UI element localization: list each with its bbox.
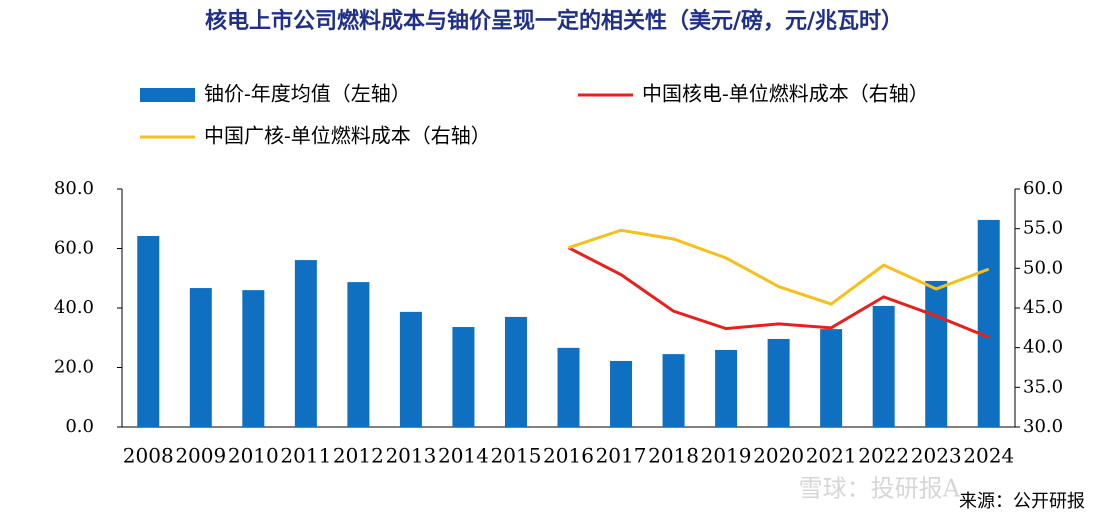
x-tick-label: 2014 xyxy=(438,444,489,468)
x-tick-label: 2023 xyxy=(911,444,962,468)
bar xyxy=(189,288,212,427)
bar xyxy=(504,316,527,427)
x-tick-label: 2017 xyxy=(596,444,647,468)
watermark: 雪球：投研报A xyxy=(799,475,961,503)
bar xyxy=(137,236,160,427)
bar xyxy=(872,305,895,427)
source: 来源：公开研报 xyxy=(959,491,1085,512)
bar xyxy=(399,311,422,427)
line xyxy=(567,246,990,339)
bar xyxy=(452,327,475,427)
x-tick-label: 2010 xyxy=(228,444,279,468)
y-tick-label: 0.0 xyxy=(65,416,94,437)
legend-label: 中国广核-单位燃料成本（右轴） xyxy=(204,124,491,148)
x-tick-label: 2016 xyxy=(543,444,594,468)
bar xyxy=(925,280,948,427)
y-tick-label: 40.0 xyxy=(54,297,94,318)
y2-tick-label: 40.0 xyxy=(1023,337,1063,358)
legend-swatch xyxy=(140,88,195,102)
y2-tick-label: 35.0 xyxy=(1023,376,1063,397)
x-tick-label: 2021 xyxy=(806,444,857,468)
bar xyxy=(347,282,370,427)
x-tick-label: 2018 xyxy=(648,444,699,468)
y2-tick-label: 30.0 xyxy=(1023,416,1063,437)
x-tick-label: 2022 xyxy=(858,444,909,468)
chart-title: 核电上市公司燃料成本与铀价呈现一定的相关性（美元/磅，元/兆瓦时） xyxy=(205,8,903,34)
bar xyxy=(662,354,685,427)
x-tick-label: 2008 xyxy=(123,444,174,468)
bar xyxy=(242,290,265,427)
x-tick-label: 2019 xyxy=(701,444,752,468)
bar xyxy=(294,260,317,427)
bar xyxy=(977,219,1000,427)
bar xyxy=(610,360,633,427)
legend-label: 铀价-年度均值（左轴） xyxy=(204,82,411,106)
y-tick-label: 80.0 xyxy=(54,178,94,199)
y2-tick-label: 60.0 xyxy=(1023,178,1063,199)
x-tick-label: 2020 xyxy=(753,444,804,468)
bar xyxy=(820,329,843,427)
y2-tick-label: 50.0 xyxy=(1023,257,1063,278)
x-tick-label: 2011 xyxy=(280,444,331,468)
line xyxy=(568,228,990,306)
x-tick-label: 2012 xyxy=(333,444,384,468)
y2-tick-label: 55.0 xyxy=(1023,218,1063,239)
x-tick-label: 2015 xyxy=(491,444,542,468)
x-tick-label: 2013 xyxy=(385,444,436,468)
y2-tick-label: 45.0 xyxy=(1023,297,1063,318)
bar xyxy=(715,349,738,427)
x-tick-label: 2009 xyxy=(175,444,226,468)
bar xyxy=(557,347,580,427)
y-tick-label: 60.0 xyxy=(54,238,94,259)
x-tick-label: 2024 xyxy=(963,444,1014,468)
bar xyxy=(767,338,790,427)
legend-label: 中国核电-单位燃料成本（右轴） xyxy=(642,82,929,106)
y-tick-label: 20.0 xyxy=(54,357,94,378)
